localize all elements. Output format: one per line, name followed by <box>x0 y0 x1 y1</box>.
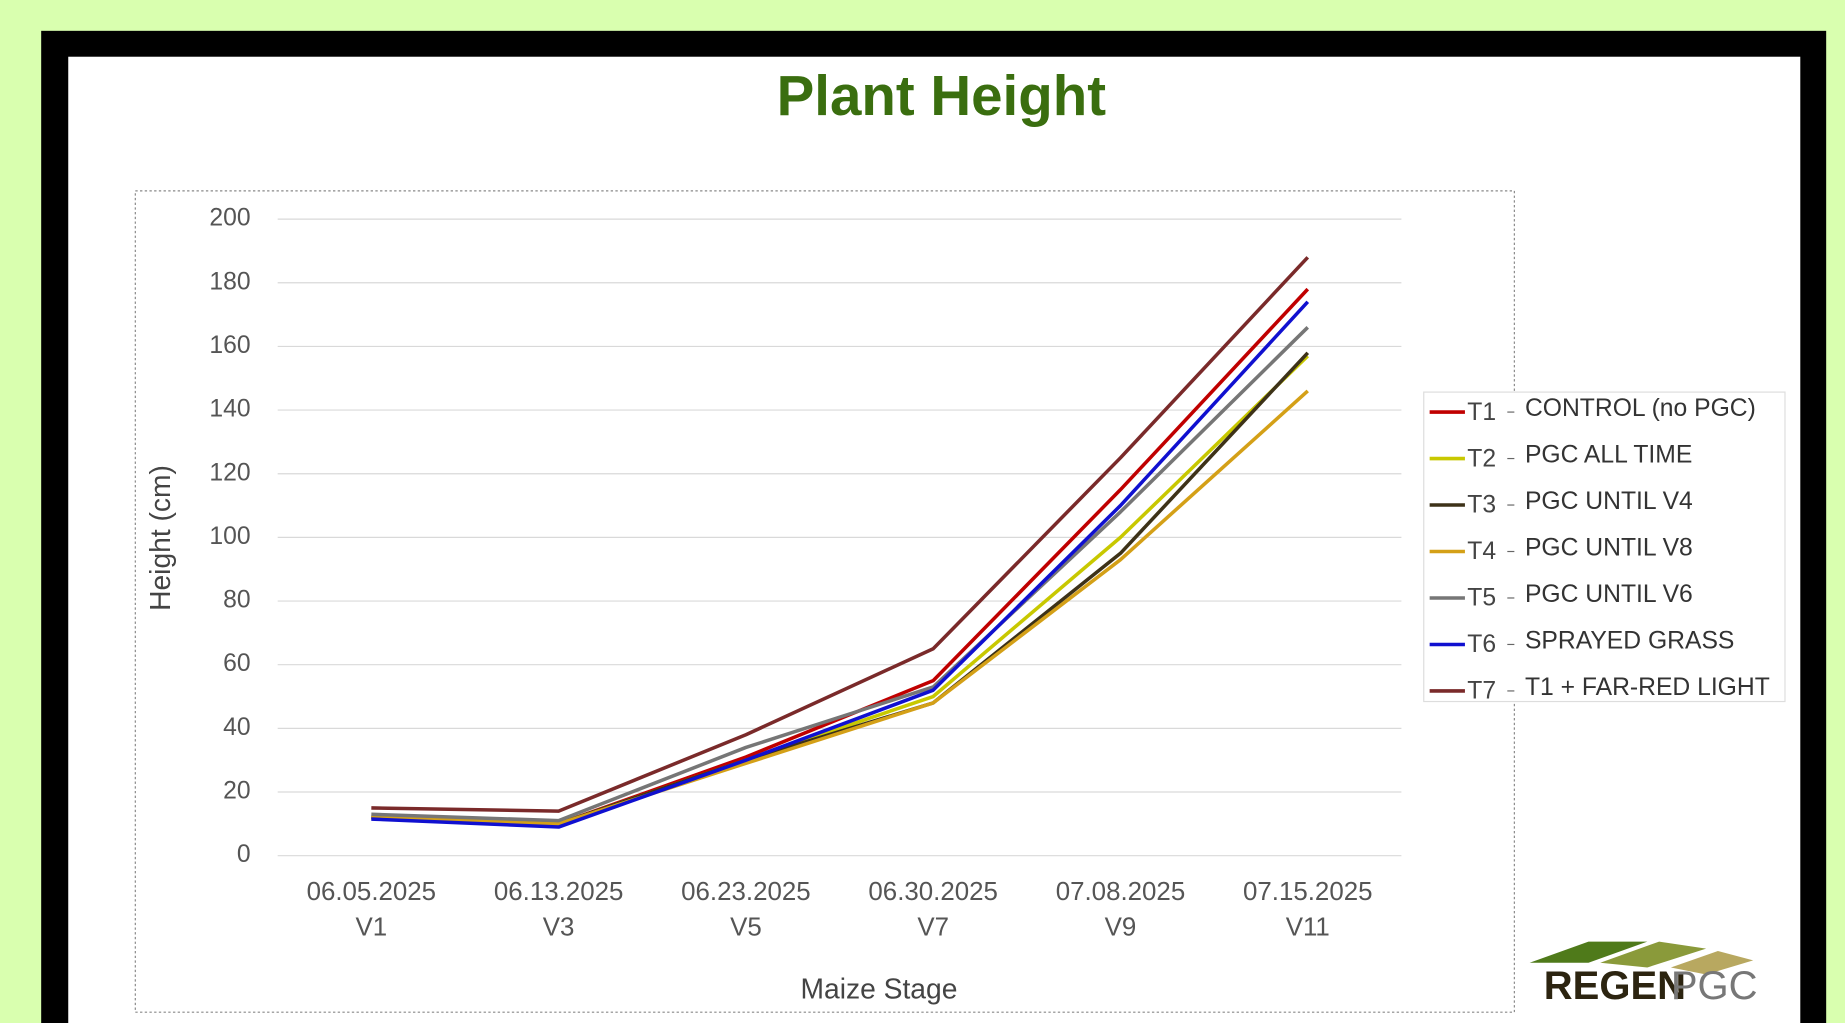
logo-text: REGEN <box>1544 964 1686 1008</box>
legend-description: CONTROL (no PGC) <box>1525 395 1756 422</box>
x-tick-label: 06.13.2025 <box>494 878 624 906</box>
logo-leaf <box>1600 941 1707 968</box>
series-line <box>371 256 1310 813</box>
legend-description: PGC UNTIL V4 <box>1525 488 1693 515</box>
series-line <box>371 326 1309 823</box>
x-tick-sublabel: V11 <box>1286 913 1330 941</box>
y-tick-label: 80 <box>223 587 250 614</box>
legend-label: T6 <box>1467 631 1496 658</box>
legend-label: T2 <box>1467 445 1496 472</box>
y-tick-label: 60 <box>223 650 250 677</box>
legend-label: T1 <box>1467 399 1496 426</box>
y-tick-label: 120 <box>209 459 250 486</box>
legend-label: T5 <box>1467 585 1496 612</box>
y-tick-label: 40 <box>223 714 250 741</box>
series-line <box>371 389 1309 826</box>
y-axis-title: Height (cm) <box>144 465 176 611</box>
y-tick-label: 160 <box>209 332 250 359</box>
y-tick-label: 200 <box>209 205 250 232</box>
legend-description: PGC UNTIL V8 <box>1525 535 1693 562</box>
x-tick-sublabel: V9 <box>1105 913 1137 941</box>
x-tick-label: 06.23.2025 <box>681 878 811 906</box>
y-tick-label: 180 <box>209 268 250 295</box>
x-tick-sublabel: V3 <box>543 913 575 941</box>
logo-leaf <box>1670 950 1754 975</box>
chart-title: Plant Height <box>777 64 1107 127</box>
x-tick-sublabel: V7 <box>917 913 949 941</box>
series-line <box>371 300 1310 829</box>
legend-box <box>1423 391 1786 703</box>
y-tick-label: 20 <box>223 778 250 805</box>
legend-label: T4 <box>1467 538 1496 565</box>
x-tick-sublabel: V1 <box>356 913 388 941</box>
y-tick-label: 0 <box>237 841 251 868</box>
legend-description: SPRAYED GRASS <box>1525 628 1734 655</box>
y-tick-label: 100 <box>209 523 250 550</box>
legend-label: T7 <box>1467 678 1496 705</box>
x-tick-label: 06.30.2025 <box>868 878 998 906</box>
logo-leaf <box>1529 941 1648 963</box>
x-tick-label: 06.05.2025 <box>307 878 437 906</box>
legend-description: PGC ALL TIME <box>1525 442 1692 469</box>
legend-description: T1 + FAR-RED LIGHT <box>1525 674 1770 701</box>
legend-description: PGC UNTIL V6 <box>1525 581 1693 608</box>
logo: REGEN PGC <box>1529 941 1758 1008</box>
plot: 0 20 40 60 80 100 120 140 160 180 200 06.05.2025 V1 0… <box>209 205 1769 942</box>
y-tick-label: 140 <box>209 396 250 423</box>
x-tick-sublabel: V5 <box>730 913 762 941</box>
logo-text: PGC <box>1671 964 1758 1008</box>
x-axis-title: Maize Stage <box>801 972 958 1004</box>
x-tick-label: 07.15.2025 <box>1243 878 1373 906</box>
x-tick-label: 07.08.2025 <box>1056 878 1186 906</box>
legend-label: T3 <box>1467 492 1496 519</box>
